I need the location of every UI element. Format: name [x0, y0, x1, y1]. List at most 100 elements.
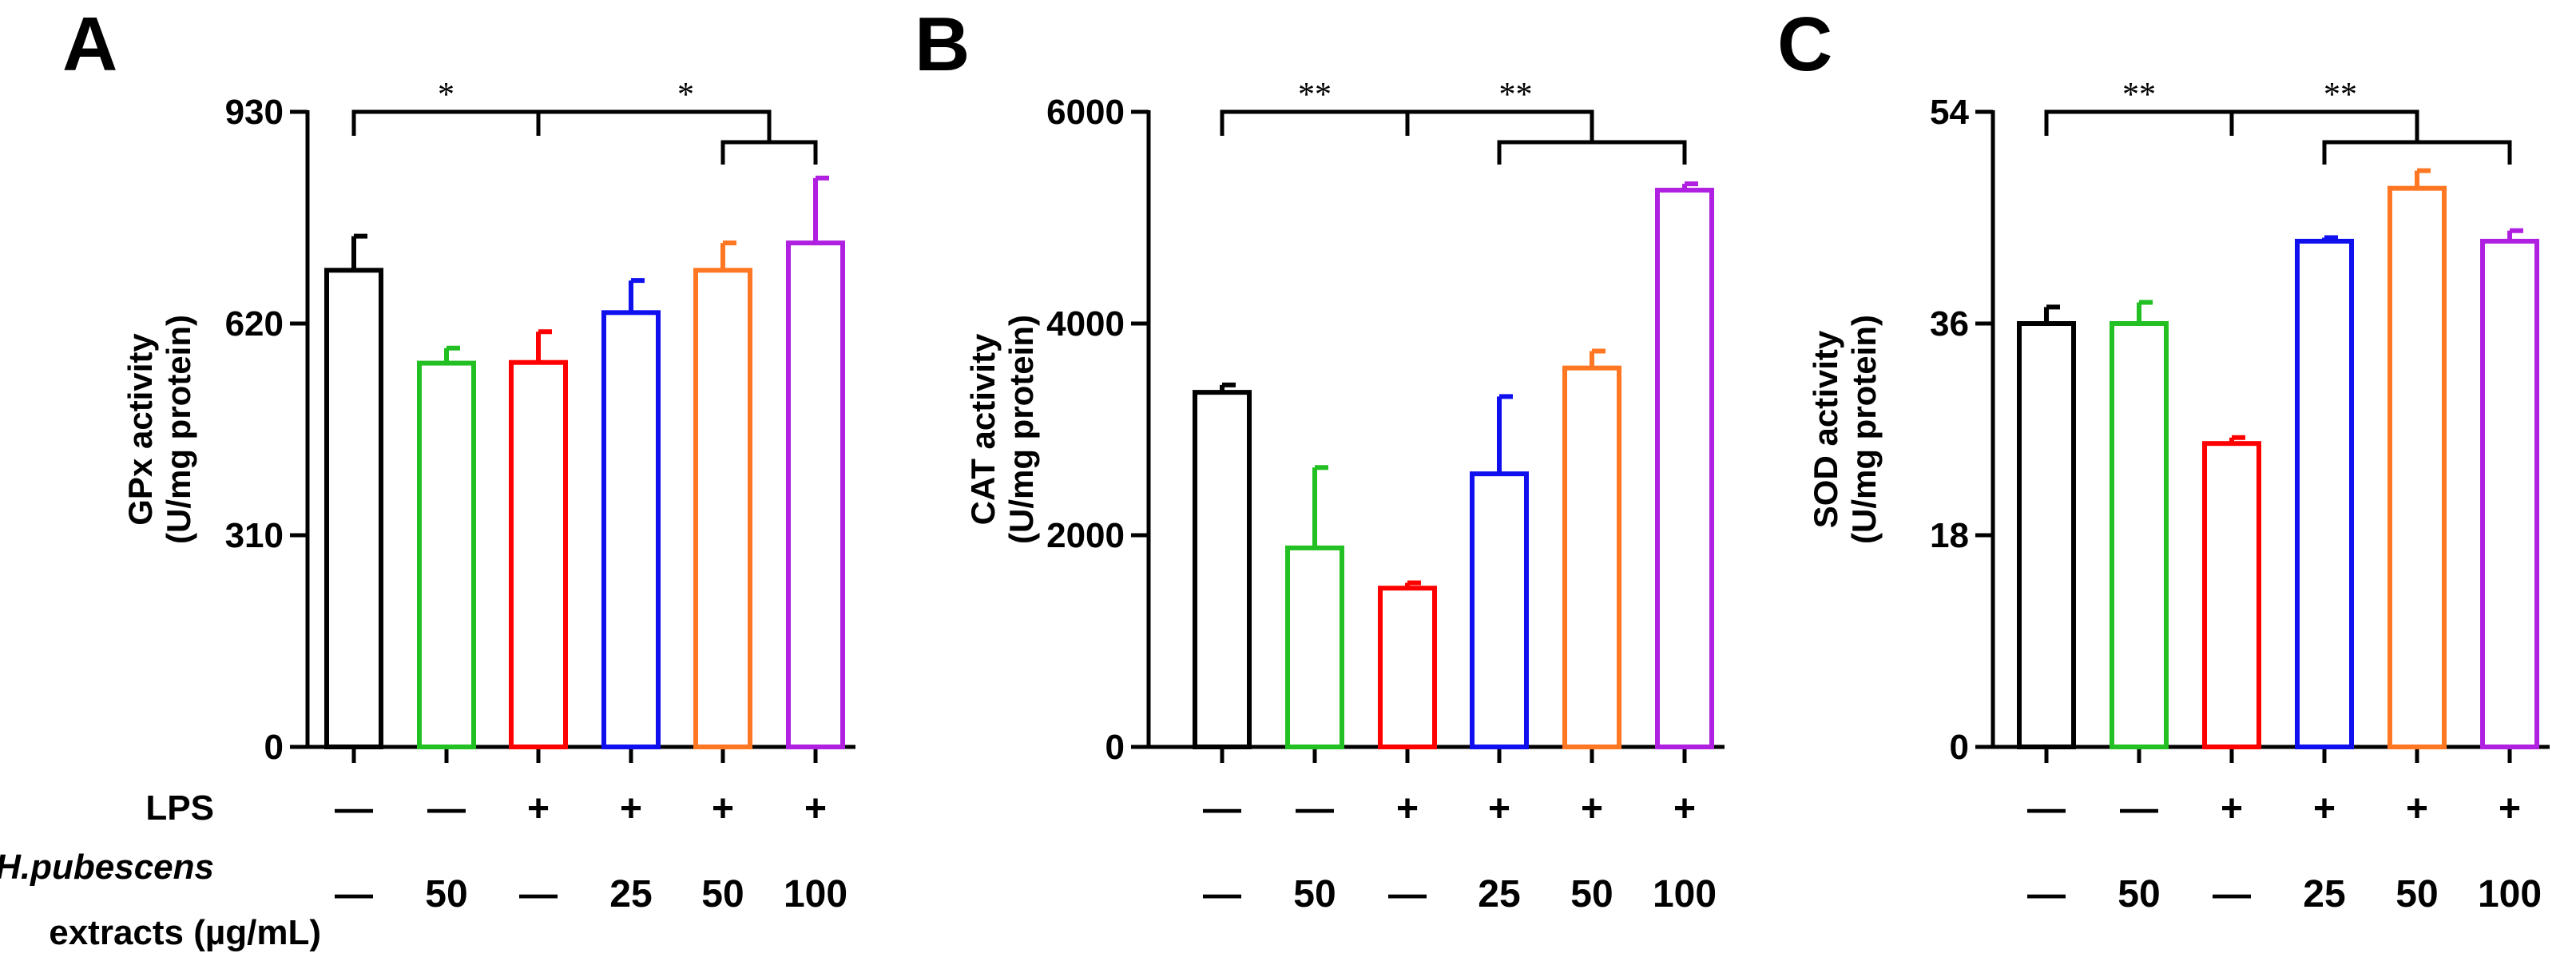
y-tick-label: 4000	[1046, 304, 1125, 344]
bar	[1470, 471, 1529, 750]
extract-dose: 25	[2303, 873, 2345, 915]
y-axis-label: CAT activity (U/mg protein)	[964, 315, 1040, 544]
bar	[2110, 321, 2169, 749]
extract-row-title-italic: H.pubescens	[0, 848, 214, 887]
extract-dose: —	[1203, 873, 1241, 915]
extract-dose: —	[2213, 873, 2251, 915]
significance-label: **	[2324, 77, 2357, 113]
lps-sign: +	[2406, 788, 2428, 830]
lps-row-title: LPS	[145, 788, 214, 828]
significance-bracket	[1405, 109, 1594, 142]
significance-group-bracket	[1497, 140, 1687, 165]
extract-dose: 25	[609, 873, 652, 915]
lps-sign: —	[427, 788, 466, 830]
y-axis-label-line: CAT activity	[964, 333, 1002, 525]
extract-dose: 50	[425, 873, 467, 915]
significance-bracket	[536, 109, 772, 142]
lps-sign: —	[335, 788, 373, 830]
extract-dose: 50	[701, 873, 744, 915]
y-tick-label: 0	[1105, 728, 1125, 767]
extract-dose: —	[2027, 873, 2066, 915]
significance-bracket	[2229, 109, 2419, 142]
y-tick-label: 54	[1930, 93, 1969, 132]
y-axis-label: SOD activity (U/mg protein)	[1807, 315, 1883, 544]
lps-sign: +	[804, 788, 827, 830]
significance-bracket	[1220, 109, 1410, 136]
y-axis-label-line: (U/mg protein)	[1002, 315, 1040, 544]
bar	[1193, 390, 1252, 749]
bar	[786, 240, 845, 749]
y-axis-label-line: SOD activity	[1807, 330, 1844, 528]
y-tick-label: 0	[1950, 728, 1969, 767]
significance-label: **	[2122, 77, 2156, 113]
lps-sign: +	[620, 788, 642, 830]
lps-sign: +	[2221, 788, 2243, 830]
extract-dose: 100	[1653, 873, 1717, 915]
y-tick-label: 310	[225, 516, 284, 555]
y-axis-label: GPx activity (U/mg protein)	[121, 315, 197, 544]
lps-sign: —	[2120, 788, 2158, 830]
extract-dose: —	[335, 873, 373, 915]
lps-sign: —	[1203, 788, 1241, 830]
panel-b: B CAT activity (U/mg protein) 0 2000 4000 6000…	[915, 2, 1725, 915]
extract-dose: —	[519, 873, 558, 915]
lps-sign: +	[2313, 788, 2336, 830]
lps-sign: —	[2027, 788, 2066, 830]
significance-bracket	[351, 109, 541, 136]
bar	[509, 359, 568, 749]
bar	[2295, 238, 2354, 749]
bar	[2387, 185, 2447, 749]
bar	[1655, 188, 1714, 750]
extract-dose: 25	[1478, 873, 1520, 915]
y-tick-label: 930	[225, 93, 284, 132]
significance-label: **	[1499, 77, 1533, 113]
y-tick-label: 18	[1930, 516, 1969, 555]
extract-dose: 100	[784, 873, 847, 915]
panel-letter: A	[62, 2, 117, 87]
significance-label: *	[677, 77, 694, 113]
lps-sign: +	[527, 788, 550, 830]
panel-letter: C	[1777, 2, 1832, 87]
bar	[1285, 545, 1344, 750]
lps-sign: +	[2499, 788, 2521, 830]
significance-bracket	[2044, 109, 2234, 136]
y-tick-label: 6000	[1046, 93, 1125, 132]
significance-group-bracket	[720, 140, 818, 165]
y-axis-label-line: (U/mg protein)	[160, 315, 197, 544]
bar	[324, 268, 383, 749]
significance-label: **	[1298, 77, 1332, 113]
lps-sign: +	[1673, 788, 1696, 830]
bar	[693, 268, 752, 749]
y-tick-label: 36	[1930, 304, 1969, 344]
lps-sign: +	[712, 788, 734, 830]
panel-c: C SOD activity (U/mg protein) 0 18 36 54 ** ** — —…	[1777, 2, 2550, 915]
lps-sign: +	[1581, 788, 1603, 830]
bar	[1378, 586, 1437, 749]
y-tick-label: 0	[264, 728, 284, 767]
extract-row-title-units: extracts (µg/mL)	[49, 913, 321, 952]
bar	[1562, 365, 1621, 749]
significance-label: *	[438, 77, 454, 113]
extract-dose: —	[1388, 873, 1427, 915]
bar	[2017, 321, 2076, 749]
extract-dose: 50	[1293, 873, 1336, 915]
bar	[2202, 441, 2261, 750]
bar	[417, 360, 476, 749]
y-axis-label-line: GPx activity	[121, 333, 159, 526]
bar	[601, 310, 661, 749]
significance-group-bracket	[2322, 140, 2512, 165]
y-axis-label-line: (U/mg protein)	[1845, 315, 1883, 544]
panel-letter: B	[915, 2, 970, 87]
panel-a: A GPx activity (U/mg protein) 0 310 620 930 * * —…	[62, 2, 855, 915]
extract-dose: 50	[1570, 873, 1613, 915]
extract-dose: 50	[2118, 873, 2160, 915]
lps-sign: +	[1488, 788, 1510, 830]
y-tick-label: 620	[225, 304, 284, 344]
lps-sign: +	[1396, 788, 1419, 830]
bar	[2480, 238, 2539, 749]
y-tick-label: 2000	[1046, 516, 1125, 555]
extract-dose: 100	[2478, 873, 2542, 915]
lps-sign: —	[1296, 788, 1334, 830]
extract-dose: 50	[2395, 873, 2438, 915]
